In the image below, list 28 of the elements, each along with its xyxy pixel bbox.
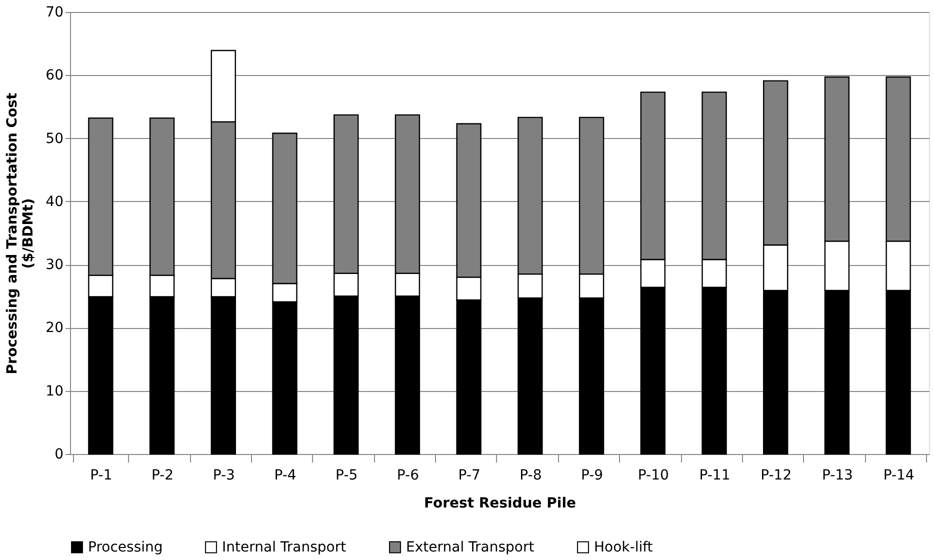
y-tick-label: 50 <box>46 130 64 147</box>
x-axis-title: Forest Residue Pile <box>424 496 576 512</box>
legend-label: Hook-lift <box>594 539 654 556</box>
y-tick-label: 40 <box>46 194 64 210</box>
x-tick-label: P-13 <box>822 468 853 484</box>
x-tick-label: P-10 <box>638 468 669 484</box>
x-tick-label: P-14 <box>883 468 914 484</box>
x-tick-label: P-12 <box>760 468 792 484</box>
legend-label: External Transport <box>406 539 535 556</box>
legend-label: Processing <box>88 539 163 556</box>
x-tick-label: P-8 <box>520 468 542 484</box>
y-tick-label: 30 <box>46 257 64 274</box>
y-tick-label: 20 <box>46 320 64 336</box>
x-tick-label: P-7 <box>458 468 480 484</box>
x-tick-label: P-5 <box>336 468 358 484</box>
x-tick-label: P-2 <box>151 468 174 484</box>
y-tick-label: 60 <box>46 68 64 84</box>
y-tick-label: 70 <box>46 4 64 20</box>
x-tick-label: P-3 <box>212 468 235 484</box>
y-axis-title: Processing and Transportation Cost ($/BDMt) <box>4 92 37 374</box>
x-tick-label: P-4 <box>274 468 296 484</box>
x-tick-label: P-9 <box>580 468 604 484</box>
x-tick-label: P-1 <box>90 468 112 484</box>
legend-label: Internal Transport <box>222 539 347 556</box>
x-tick-label: P-11 <box>699 468 730 484</box>
y-tick-label: 10 <box>46 383 64 400</box>
y-tick-label: 0 <box>54 446 64 462</box>
x-tick-label: P-6 <box>396 468 420 484</box>
